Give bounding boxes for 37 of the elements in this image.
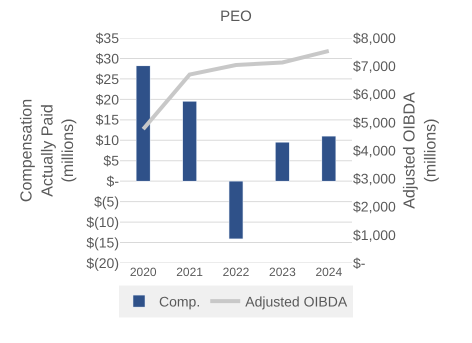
y2-tick-label: $- bbox=[353, 254, 366, 271]
y2-tick-label: $8,000 bbox=[353, 30, 396, 46]
y-tick-label: $(15) bbox=[86, 234, 119, 250]
y-tick-label: $30 bbox=[96, 50, 120, 66]
chart-title: PEO bbox=[220, 8, 252, 25]
line-series bbox=[141, 48, 331, 132]
bar bbox=[136, 66, 150, 182]
x-tick-label: 2024 bbox=[315, 265, 342, 279]
legend-label: Comp. bbox=[159, 294, 200, 310]
y-tick-label: $(5) bbox=[94, 194, 119, 210]
bar bbox=[228, 180, 244, 240]
y2-tick-label: $6,000 bbox=[353, 86, 396, 102]
x-tick-label: 2021 bbox=[176, 265, 204, 279]
y-tick-label: $25 bbox=[96, 70, 120, 87]
y-tick-label: $20 bbox=[96, 91, 120, 108]
bar bbox=[322, 136, 336, 182]
y-tick-label: $(10) bbox=[86, 214, 119, 230]
y-tick-label: $10 bbox=[96, 132, 120, 148]
y-axis-title: Compensation Actually Paid (millions) bbox=[18, 98, 78, 202]
bar bbox=[182, 101, 197, 182]
y2-tick-label: $5,000 bbox=[353, 114, 396, 130]
y-tick-label: $(20) bbox=[86, 254, 119, 271]
y2-tick-label: $1,000 bbox=[353, 226, 396, 243]
y2-tick-label: $7,000 bbox=[353, 58, 396, 74]
bar bbox=[275, 142, 290, 182]
x-tick-label: 2022 bbox=[222, 265, 250, 279]
x-tick-label: 2023 bbox=[269, 265, 296, 279]
y2-tick-label: $2,000 bbox=[353, 198, 396, 215]
y-tick-label: $5 bbox=[103, 152, 120, 169]
legend-label: Adjusted OIBDA bbox=[245, 294, 348, 310]
y-tick-label: $- bbox=[106, 173, 120, 190]
y-tick-label: $15 bbox=[96, 112, 120, 128]
y-tick-label: $35 bbox=[96, 30, 120, 46]
y2-axis-title: Adjusted OIBDA (millions) bbox=[402, 92, 440, 209]
y2-tick-label: $4,000 bbox=[353, 142, 396, 158]
x-tick-label: 2020 bbox=[130, 265, 157, 279]
y2-tick-label: $3,000 bbox=[353, 170, 396, 187]
